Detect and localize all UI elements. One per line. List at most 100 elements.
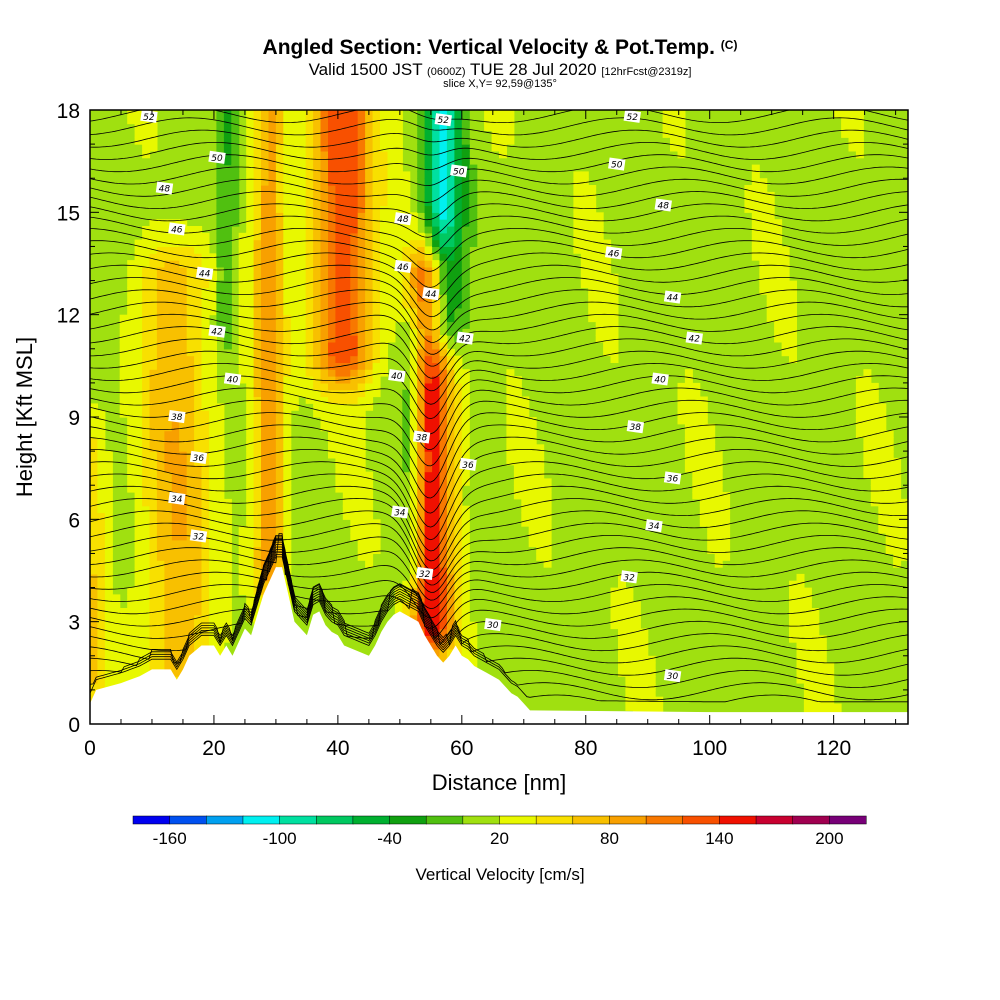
field-cell — [253, 273, 262, 282]
field-cell — [365, 198, 374, 207]
field-cell — [283, 280, 292, 288]
field-cell — [149, 614, 158, 623]
field-cell — [246, 382, 255, 391]
field-cell — [223, 601, 232, 609]
field-cell — [394, 110, 403, 118]
field-cell — [461, 130, 470, 138]
field-cell — [387, 144, 396, 152]
field-cell — [342, 205, 351, 213]
field-cell — [402, 198, 411, 207]
field-cell — [223, 178, 232, 186]
field-cell — [751, 246, 760, 254]
svg-text:50: 50 — [611, 161, 623, 171]
field-cell — [201, 614, 210, 623]
field-cell — [171, 560, 180, 568]
field-cell — [461, 471, 470, 479]
field-cell — [454, 587, 463, 595]
field-cell — [253, 362, 262, 370]
field-cell — [313, 280, 322, 288]
field-cell — [402, 246, 411, 254]
field-cell — [127, 369, 136, 377]
field-cell — [246, 376, 255, 384]
field-cell — [223, 560, 232, 568]
field-cell — [142, 355, 151, 363]
field-cell — [156, 594, 165, 602]
field-cell — [699, 417, 708, 425]
field-cell — [246, 437, 255, 445]
field-cell — [194, 369, 203, 377]
field-cell — [186, 444, 195, 452]
plot-area: 5250484644424038363432484644424038363432… — [90, 110, 908, 724]
field-cell — [186, 621, 195, 630]
field-cell — [692, 471, 701, 479]
field-cell — [818, 642, 827, 650]
field-cell — [439, 512, 448, 520]
field-cell — [261, 150, 269, 159]
field-cell — [216, 116, 225, 125]
field-cell — [90, 485, 98, 493]
field-cell — [275, 287, 284, 295]
field-cell — [446, 376, 455, 384]
field-cell — [893, 519, 902, 527]
field-cell — [878, 512, 887, 520]
field-cell — [402, 608, 411, 616]
field-cell — [238, 246, 247, 254]
field-cell — [759, 266, 768, 275]
field-cell — [335, 444, 344, 452]
field-cell — [432, 423, 441, 432]
isentrope-line — [90, 412, 908, 483]
field-cell — [461, 137, 470, 145]
field-cell — [246, 280, 255, 288]
field-cell — [171, 232, 180, 241]
field-cell — [223, 342, 232, 350]
field-cell — [223, 546, 232, 554]
field-cell — [365, 389, 374, 398]
field-cell — [216, 587, 225, 595]
field-cell — [796, 621, 805, 630]
field-cell — [149, 273, 158, 282]
field-cell — [766, 266, 775, 275]
field-cell — [253, 451, 262, 459]
field-cell — [357, 335, 366, 343]
field-cell — [201, 519, 210, 527]
field-cell — [171, 485, 180, 493]
field-cell — [439, 437, 448, 445]
field-cell — [335, 328, 344, 336]
field-cell — [573, 198, 582, 207]
field-cell — [774, 246, 783, 254]
field-cell — [506, 396, 515, 404]
field-cell — [632, 614, 641, 623]
field-cell — [156, 260, 165, 268]
field-cell — [164, 512, 173, 520]
field-cell — [826, 669, 835, 677]
field-cell — [194, 567, 203, 575]
field-cell — [432, 485, 441, 493]
field-cell — [491, 116, 500, 125]
field-cell — [90, 464, 98, 473]
field-cell — [714, 451, 723, 459]
field-cell — [223, 628, 232, 636]
field-cell — [246, 321, 255, 329]
field-cell — [320, 382, 329, 391]
field-cell — [142, 430, 151, 438]
field-cell — [588, 273, 597, 282]
field-cell — [580, 205, 589, 213]
field-cell — [142, 239, 151, 247]
field-cell — [424, 423, 433, 432]
field-cell — [127, 471, 136, 479]
field-cell — [335, 369, 344, 377]
field-cell — [499, 137, 507, 145]
field-cell — [134, 396, 143, 404]
field-cell — [803, 676, 812, 684]
field-cell — [127, 294, 136, 302]
field-cell — [417, 178, 426, 186]
field-cell — [446, 553, 455, 561]
field-cell — [506, 444, 515, 452]
field-cell — [179, 485, 188, 493]
field-cell — [714, 457, 723, 466]
field-cell — [238, 587, 247, 595]
field-cell — [186, 498, 195, 507]
field-cell — [342, 294, 351, 302]
field-cell — [328, 355, 336, 363]
field-cell — [97, 437, 106, 445]
